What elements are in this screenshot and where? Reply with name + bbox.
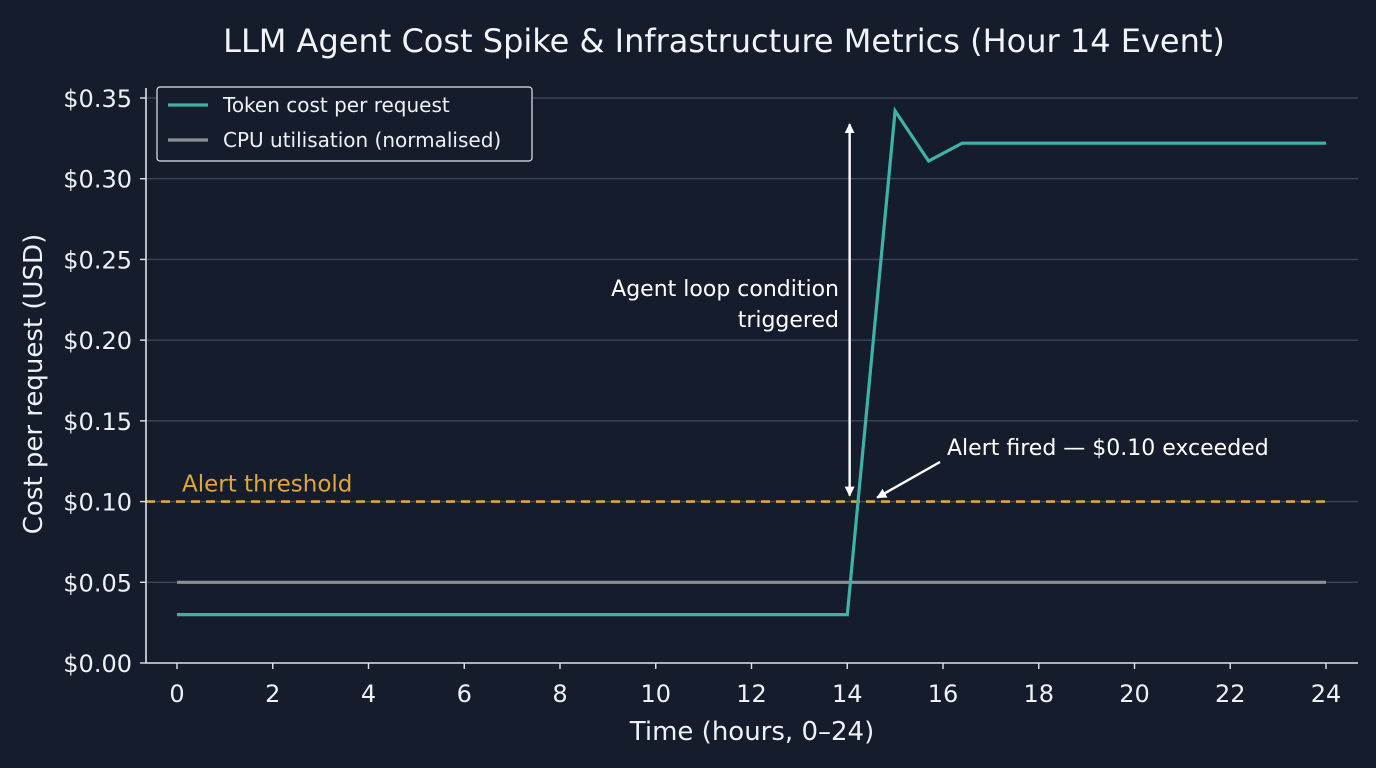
x-tick-label: 20 — [1119, 680, 1150, 708]
y-tick-label: $0.25 — [63, 246, 132, 274]
annotation-loop-text: triggered — [738, 308, 839, 333]
chart-title: LLM Agent Cost Spike & Infrastructure Me… — [223, 22, 1225, 60]
annotations: Agent loop condition triggered Alert fired… — [611, 123, 1269, 499]
alert-fired-arrow — [876, 460, 941, 499]
x-tick-label: 4 — [361, 680, 376, 708]
y-tick-label: $0.30 — [63, 166, 132, 194]
x-tick-label: 2 — [265, 680, 280, 708]
y-axis-ticks: $0.00 $0.05 $0.10 $0.15 $0.20 $0.25 $0.30 $0.35 — [63, 85, 146, 678]
x-tick-label: 6 — [457, 680, 472, 708]
x-tick-label: 0 — [169, 680, 184, 708]
series-line-0 — [177, 106, 1326, 617]
annotation-loop-text: Agent loop condition — [611, 277, 839, 302]
annotation-alert-text: Alert fired — $0.10 exceeded — [947, 436, 1269, 461]
legend: Token cost per request CPU utilisation (n… — [156, 86, 533, 162]
y-axis-label: Cost per request (USD) — [19, 234, 49, 534]
x-tick-label: 16 — [928, 680, 959, 708]
y-tick-label: $0.10 — [63, 489, 132, 517]
y-tick-label: $0.15 — [63, 408, 132, 436]
y-tick-label: $0.20 — [63, 327, 132, 355]
x-tick-label: 18 — [1023, 680, 1054, 708]
legend-label-1: CPU utilisation (normalised) — [223, 128, 501, 152]
y-tick-label: $0.00 — [63, 650, 132, 678]
y-tick-label: $0.35 — [63, 85, 132, 113]
x-tick-label: 14 — [832, 680, 863, 708]
x-axis-label: Time (hours, 0–24) — [629, 717, 874, 747]
legend-box — [156, 86, 533, 162]
x-tick-label: 10 — [640, 680, 671, 708]
axes — [145, 88, 1358, 664]
x-tick-label: 24 — [1311, 680, 1342, 708]
y-tick-label: $0.05 — [63, 569, 132, 597]
grid-lines — [146, 97, 1358, 583]
x-tick-label: 8 — [552, 680, 567, 708]
x-axis-ticks: 0 2 4 6 8 10 12 14 16 18 20 22 24 — [169, 663, 1341, 708]
x-tick-label: 22 — [1215, 680, 1246, 708]
x-tick-label: 12 — [736, 680, 767, 708]
series-group — [177, 106, 1326, 617]
alert-threshold: Alert threshold — [146, 472, 1328, 503]
threshold-label: Alert threshold — [182, 472, 352, 498]
legend-label-0: Token cost per request — [222, 93, 450, 117]
